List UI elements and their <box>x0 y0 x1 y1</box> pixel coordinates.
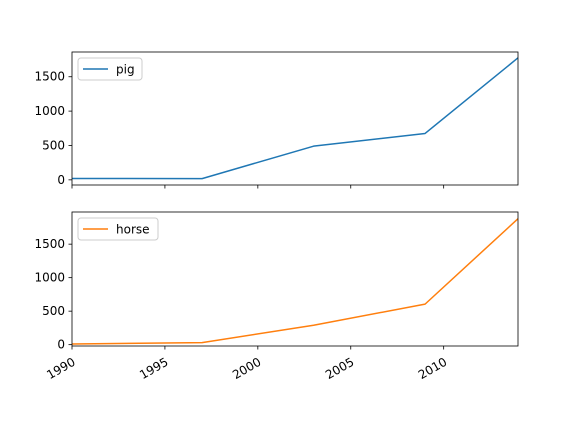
horse-subplot: 0 500 1000 1500 1990 1995 2000 2005 2010 horse <box>34 211 519 382</box>
y-tick-label: 0 <box>57 173 65 187</box>
y-tick-label: 500 <box>42 138 65 152</box>
x-tick-label: 1990 <box>44 355 77 382</box>
y-tick-label: 1000 <box>34 271 65 285</box>
y-tick-label: 500 <box>42 304 65 318</box>
y-tick-label: 1500 <box>34 237 65 251</box>
pig-subplot: 0 500 1000 1500 pig <box>34 51 519 189</box>
axes-frame <box>71 51 519 186</box>
y-tick-label: 1500 <box>34 70 65 84</box>
x-tick-label: 2000 <box>230 355 263 382</box>
legend-box <box>77 57 143 81</box>
y-tick-label: 0 <box>57 338 65 352</box>
horse-legend: horse <box>77 217 159 241</box>
x-tick-label: 2010 <box>416 355 449 382</box>
legend-box <box>77 217 159 241</box>
x-tick-label: 2005 <box>323 355 356 382</box>
y-tick-label: 1000 <box>34 104 65 118</box>
pig-legend: pig <box>77 57 143 81</box>
legend-label: pig <box>116 63 135 77</box>
x-tick-label: 1995 <box>137 355 170 382</box>
axes-frame <box>71 211 519 347</box>
legend-label: horse <box>116 223 150 237</box>
